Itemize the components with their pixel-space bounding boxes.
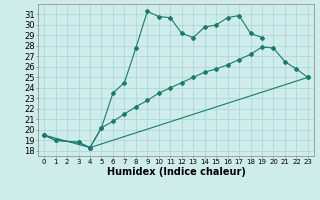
- X-axis label: Humidex (Indice chaleur): Humidex (Indice chaleur): [107, 167, 245, 177]
